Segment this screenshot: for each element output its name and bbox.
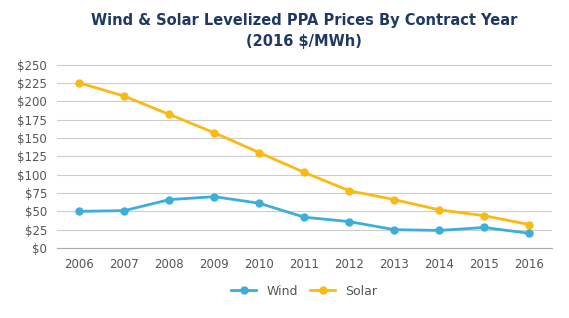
- Wind: [121, 209, 128, 212]
- Solar: [526, 223, 533, 226]
- Solar: [301, 170, 308, 174]
- Wind: [166, 198, 173, 202]
- Title: Wind & Solar Levelized PPA Prices By Contract Year
(2016 $/MWh): Wind & Solar Levelized PPA Prices By Con…: [91, 13, 518, 49]
- Line: Solar: Solar: [76, 80, 533, 228]
- Solar: [121, 94, 128, 98]
- Solar: [436, 208, 443, 212]
- Wind: [526, 232, 533, 235]
- Solar: [211, 131, 218, 135]
- Wind: [211, 195, 218, 198]
- Wind: [481, 225, 488, 229]
- Legend: Wind, Solar: Wind, Solar: [226, 280, 382, 303]
- Wind: [76, 210, 83, 213]
- Wind: [346, 220, 353, 224]
- Solar: [346, 189, 353, 193]
- Solar: [391, 198, 398, 202]
- Wind: [391, 228, 398, 232]
- Solar: [481, 214, 488, 218]
- Line: Wind: Wind: [76, 193, 533, 237]
- Wind: [436, 229, 443, 232]
- Wind: [256, 201, 263, 205]
- Solar: [256, 151, 263, 155]
- Solar: [76, 81, 83, 85]
- Solar: [166, 113, 173, 116]
- Wind: [301, 215, 308, 219]
